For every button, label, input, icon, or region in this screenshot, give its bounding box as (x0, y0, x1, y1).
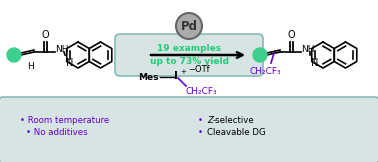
Circle shape (176, 13, 202, 39)
Circle shape (253, 48, 267, 62)
Text: NH: NH (55, 45, 68, 53)
FancyBboxPatch shape (0, 97, 378, 162)
Text: +: + (180, 69, 186, 75)
Text: • Room temperature: • Room temperature (20, 116, 109, 125)
Text: H: H (26, 62, 33, 71)
Text: CH₂CF₃: CH₂CF₃ (249, 67, 281, 76)
Text: CH₂CF₃: CH₂CF₃ (186, 87, 218, 96)
Text: • No additives: • No additives (26, 128, 88, 137)
Circle shape (7, 48, 21, 62)
Text: O: O (287, 30, 295, 40)
Text: Pd: Pd (181, 19, 197, 33)
Text: Z: Z (207, 116, 213, 125)
Text: NH: NH (301, 45, 314, 53)
Text: N: N (66, 58, 74, 68)
Text: Cleavable DG: Cleavable DG (207, 128, 266, 137)
Text: 19 examples
up to 73% yield: 19 examples up to 73% yield (150, 44, 228, 66)
Text: Mes: Mes (138, 73, 159, 81)
Text: •: • (198, 128, 206, 137)
Text: I: I (174, 71, 178, 81)
Text: O: O (41, 30, 49, 40)
Text: N: N (311, 58, 319, 68)
Text: −OTf: −OTf (188, 64, 210, 74)
Text: -selective: -selective (213, 116, 255, 125)
Text: •: • (198, 116, 206, 125)
FancyBboxPatch shape (115, 34, 263, 76)
